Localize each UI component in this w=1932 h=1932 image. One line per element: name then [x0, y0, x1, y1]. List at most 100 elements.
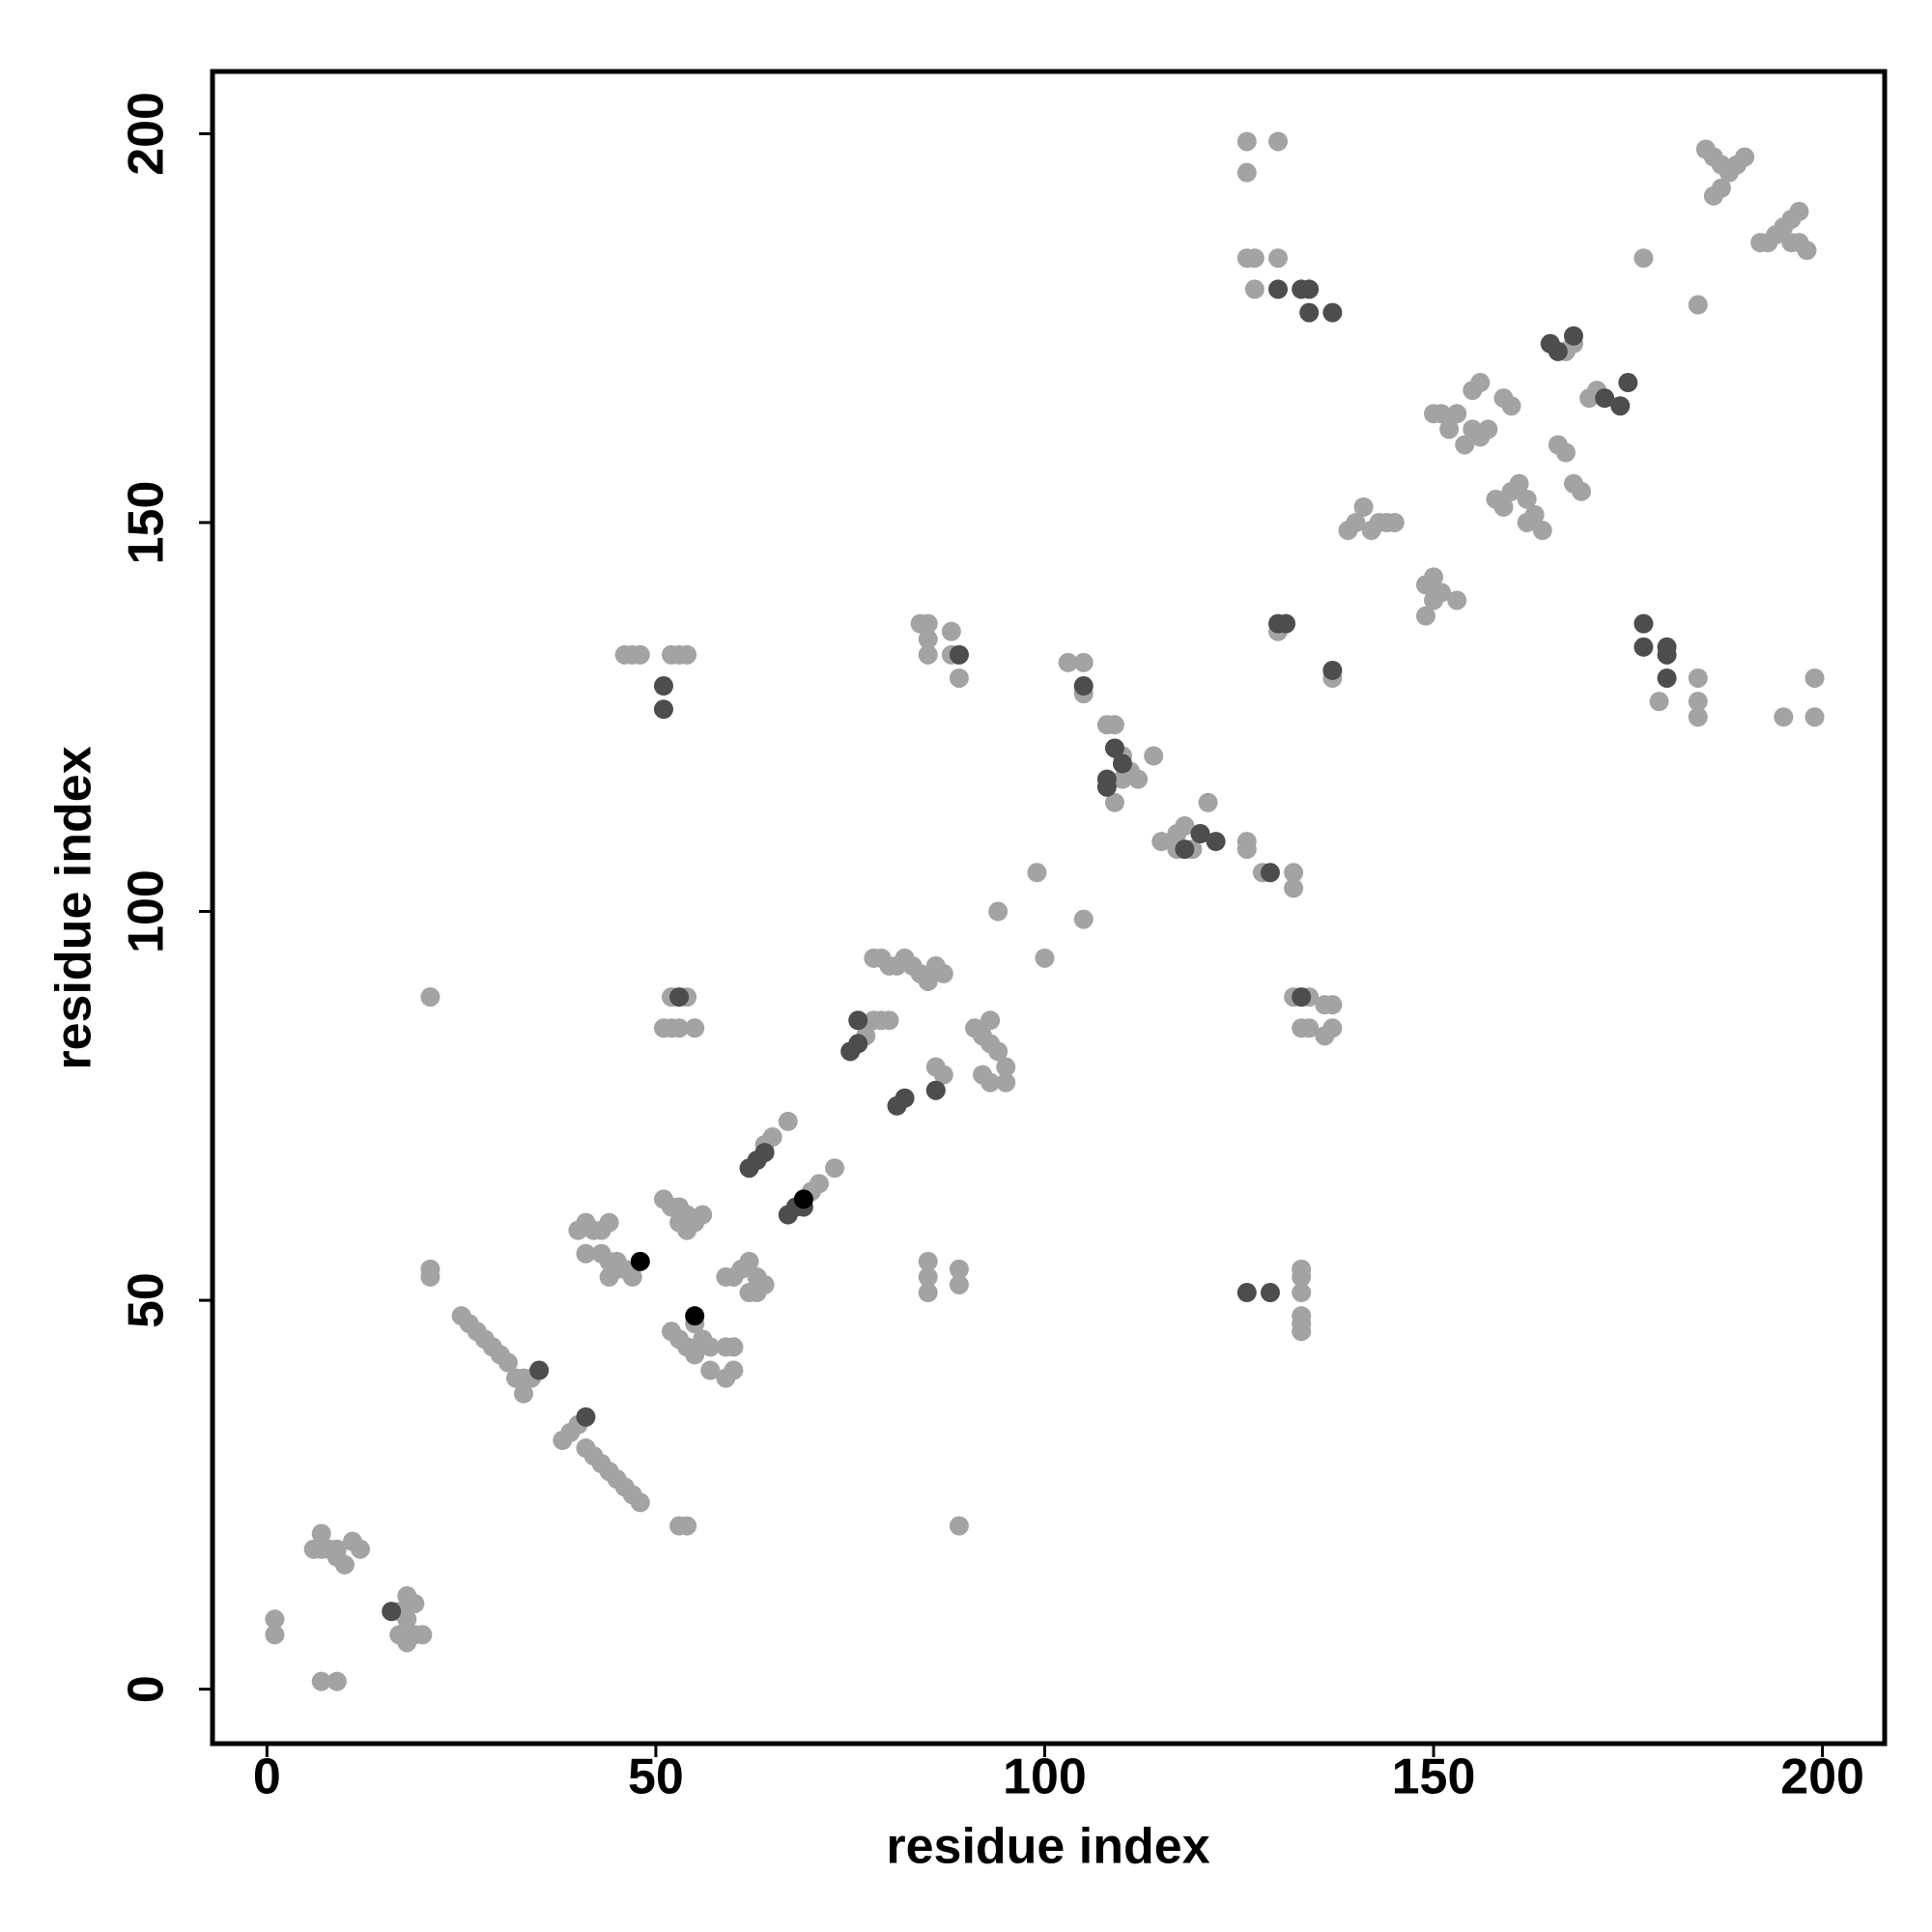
point: [576, 1406, 596, 1427]
point: [1353, 497, 1374, 517]
point: [1595, 388, 1615, 409]
point: [925, 1080, 946, 1100]
point: [1144, 746, 1164, 766]
point: [1292, 1266, 1312, 1287]
point: [809, 1174, 829, 1194]
point: [1501, 396, 1521, 416]
point: [669, 987, 690, 1008]
point: [700, 1360, 721, 1380]
point: [918, 1266, 938, 1287]
point: [1128, 769, 1149, 789]
point: [1532, 521, 1552, 541]
point: [918, 629, 938, 649]
point: [1735, 147, 1755, 167]
point: [1299, 1018, 1320, 1038]
point: [1649, 692, 1669, 712]
point: [1789, 201, 1809, 221]
point: [677, 1516, 697, 1536]
point: [382, 1602, 402, 1622]
x-tick-label: 50: [628, 1749, 684, 1805]
point: [334, 1554, 355, 1575]
point: [1447, 404, 1467, 424]
point: [630, 644, 650, 665]
point: [1236, 839, 1257, 860]
point: [1572, 481, 1592, 501]
point: [1634, 613, 1654, 634]
point: [1284, 863, 1304, 883]
point: [778, 1111, 798, 1131]
plot-frame: [210, 69, 1888, 1747]
point: [1478, 419, 1498, 440]
point: [265, 1609, 285, 1630]
point: [918, 613, 938, 634]
point: [405, 1594, 425, 1614]
point: [514, 1383, 534, 1404]
point: [397, 1609, 417, 1630]
point: [669, 1018, 690, 1038]
point: [1657, 668, 1677, 688]
point: [1711, 178, 1731, 198]
point: [1384, 512, 1405, 532]
point: [1206, 832, 1226, 852]
point: [1151, 832, 1172, 852]
point: [1517, 489, 1537, 509]
point: [1322, 1018, 1343, 1038]
point: [1244, 248, 1264, 269]
point: [1447, 590, 1467, 611]
point: [1175, 815, 1195, 836]
point: [1804, 707, 1825, 727]
point: [529, 1360, 550, 1380]
point: [311, 1523, 331, 1544]
x-tick-label: 200: [1780, 1749, 1864, 1805]
point: [1657, 644, 1677, 665]
y-tick-label: 0: [119, 1675, 175, 1703]
point: [1322, 302, 1343, 323]
point: [988, 901, 1009, 922]
point: [677, 644, 697, 665]
point: [1688, 668, 1708, 688]
point: [1322, 660, 1343, 680]
point: [1058, 652, 1078, 672]
point: [622, 1266, 642, 1287]
point: [653, 699, 673, 720]
point: [941, 621, 961, 641]
point: [327, 1539, 347, 1559]
point: [1781, 233, 1802, 253]
point: [739, 1251, 759, 1271]
point: [685, 1345, 705, 1365]
point: [576, 1243, 596, 1264]
point: [762, 1127, 782, 1148]
point: [1284, 878, 1304, 898]
point: [630, 1251, 650, 1271]
point: [918, 1251, 938, 1271]
point: [1634, 637, 1654, 657]
y-tick-label: 50: [119, 1272, 175, 1328]
point: [1415, 606, 1435, 626]
point: [918, 1283, 938, 1303]
point: [825, 1158, 845, 1179]
point: [1493, 497, 1514, 517]
point: [1292, 1321, 1312, 1342]
point: [724, 1337, 744, 1357]
point: [311, 1671, 331, 1691]
point: [739, 1283, 759, 1303]
point: [895, 1088, 915, 1108]
point: [1455, 435, 1475, 455]
point: [1236, 1283, 1257, 1303]
point: [1299, 302, 1320, 323]
point: [700, 1337, 721, 1357]
point: [949, 1259, 969, 1279]
point: [1804, 668, 1825, 688]
point: [918, 971, 938, 991]
point: [793, 1189, 813, 1209]
point: [1104, 738, 1124, 758]
point: [397, 1633, 417, 1653]
x-tick-label: 100: [1003, 1749, 1087, 1805]
point: [949, 1516, 969, 1536]
point: [1244, 279, 1264, 299]
point: [1260, 863, 1280, 883]
point: [1268, 131, 1289, 152]
point: [1112, 753, 1132, 774]
point: [1688, 707, 1708, 727]
point: [1432, 404, 1452, 424]
